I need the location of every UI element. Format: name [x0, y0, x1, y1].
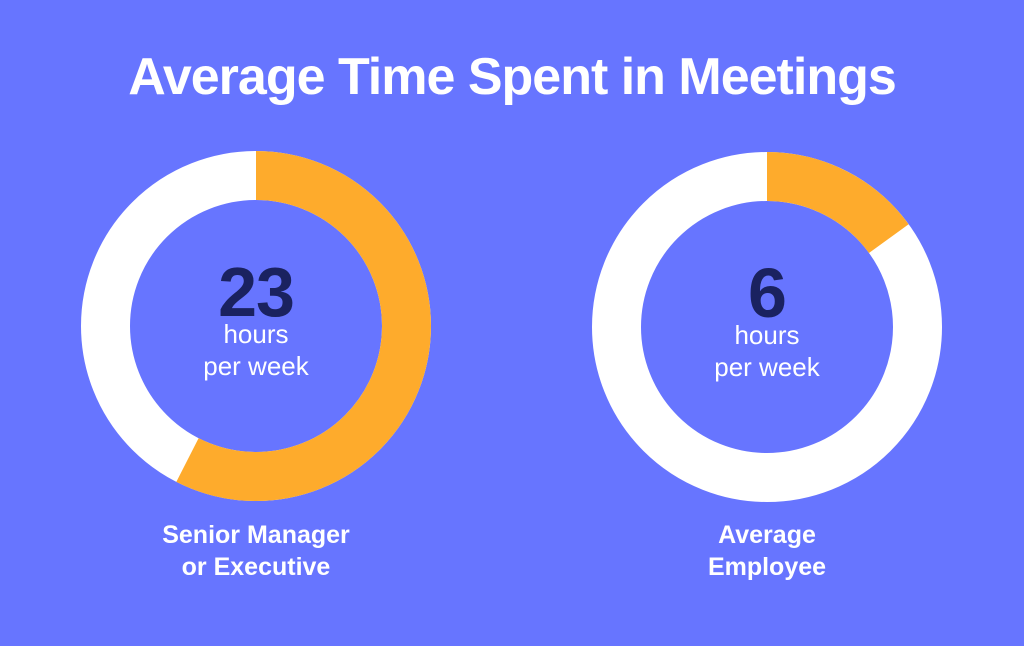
donut-chart-senior-manager: 23 hours per week: [76, 146, 436, 506]
donut-chart-average-employee: 6 hours per week: [587, 147, 947, 507]
donut-center: 6 hours per week: [587, 147, 947, 507]
donut-ring: [592, 152, 942, 502]
category-label-line2: Employee: [707, 553, 827, 581]
unit-label-line2: per week: [203, 351, 309, 381]
unit-label-line1: hours: [223, 319, 289, 349]
category-label-line2: or Executive: [181, 553, 331, 581]
unit-label-line2: per week: [714, 352, 820, 382]
donut-ring: [81, 151, 431, 501]
category-label-line1: Average: [718, 521, 816, 549]
hours-value: 6: [748, 254, 787, 332]
unit-label-line1: hours: [734, 320, 800, 350]
donut-center: 23 hours per week: [76, 146, 436, 506]
category-label-senior-manager: Senior Manager or Executive: [76, 519, 436, 583]
chart-title: Average Time Spent in Meetings: [128, 48, 897, 106]
donut-meetings-segment: [81, 151, 431, 501]
donut-meetings-segment: [592, 152, 942, 502]
category-label-line1: Senior Manager: [162, 521, 350, 549]
hours-value: 23: [218, 253, 295, 331]
category-label-average-employee: Average Employee: [587, 519, 947, 583]
